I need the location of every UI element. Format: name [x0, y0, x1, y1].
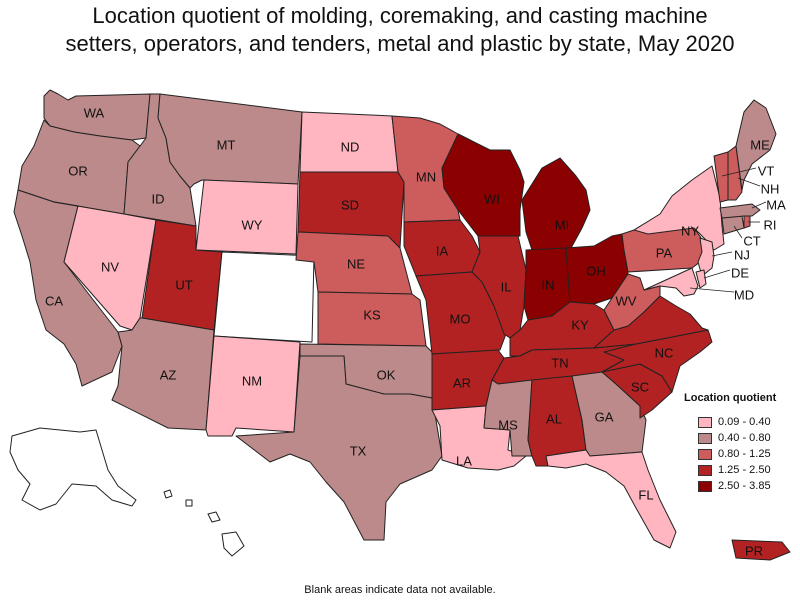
- leader-line-nj: [711, 251, 733, 257]
- state-label-de: DE: [731, 265, 749, 280]
- state-label-in: IN: [542, 277, 555, 292]
- state-mi[interactable]: [521, 157, 591, 251]
- state-label-ut: UT: [175, 277, 192, 292]
- state-label-az: AZ: [160, 367, 177, 382]
- legend-item: 0.40 - 0.80: [684, 430, 794, 446]
- state-il[interactable]: [471, 235, 527, 339]
- state-label-mo: MO: [450, 311, 471, 326]
- legend: Location quotient 0.09 - 0.40 0.40 - 0.80…: [684, 392, 794, 494]
- leader-line-md: [689, 287, 735, 293]
- state-label-md: MD: [734, 287, 754, 302]
- state-label-ar: AR: [453, 375, 471, 390]
- state-de[interactable]: [695, 269, 707, 289]
- state-label-ny: NY: [681, 223, 699, 238]
- state-nj[interactable]: [697, 237, 715, 277]
- legend-item: 0.09 - 0.40: [684, 414, 794, 430]
- state-label-ky: KY: [571, 317, 589, 332]
- map-title: Location quotient of molding, coremaking…: [0, 2, 800, 58]
- state-label-ri: RI: [764, 217, 777, 232]
- leader-line-de: [703, 269, 731, 279]
- state-label-nc: NC: [655, 345, 674, 360]
- state-label-fl: FL: [638, 487, 653, 502]
- state-ny[interactable]: [633, 165, 725, 251]
- state-label-wi: WI: [484, 191, 500, 206]
- map-title-line-1: Location quotient of molding, coremaking…: [92, 3, 708, 28]
- state-label-wa: WA: [84, 105, 105, 120]
- state-fl[interactable]: [545, 449, 677, 549]
- state-label-ca: CA: [45, 293, 63, 308]
- legend-item: 1.25 - 2.50: [684, 462, 794, 478]
- state-label-ct: CT: [743, 233, 760, 248]
- state-label-vt: VT: [758, 163, 775, 178]
- state-label-oh: OH: [586, 263, 606, 278]
- state-label-ga: GA: [595, 409, 614, 424]
- legend-swatch: [698, 416, 712, 428]
- state-label-pr: PR: [745, 543, 763, 558]
- state-label-il: IL: [501, 279, 512, 294]
- legend-swatch: [698, 464, 712, 476]
- state-label-wy: WY: [242, 217, 263, 232]
- state-label-sd: SD: [341, 197, 359, 212]
- state-label-nj: NJ: [734, 247, 750, 262]
- state-hi[interactable]: [163, 489, 245, 557]
- legend-title: Location quotient: [684, 392, 777, 404]
- leader-line-ct: [733, 225, 743, 239]
- legend-swatch: [698, 432, 712, 444]
- state-mt[interactable]: [157, 93, 303, 189]
- state-label-me: ME: [750, 137, 770, 152]
- state-label-ok: OK: [377, 367, 396, 382]
- state-label-nv: NV: [101, 259, 119, 274]
- state-label-mt: MT: [217, 137, 236, 152]
- footnote: Blank areas indicate data not available.: [304, 584, 496, 596]
- state-label-tn: TN: [551, 355, 568, 370]
- legend-label: 0.40 - 0.80: [718, 432, 771, 444]
- state-ct[interactable]: [721, 215, 745, 235]
- legend-item: 2.50 - 3.85: [684, 478, 794, 494]
- state-label-nm: NM: [242, 373, 262, 388]
- legend-swatch: [698, 480, 712, 492]
- state-label-ks: KS: [363, 307, 381, 322]
- state-label-nh: NH: [761, 181, 780, 196]
- state-ak[interactable]: [9, 427, 137, 511]
- state-me[interactable]: [735, 99, 777, 191]
- map-title-line-2: setters, operators, and tenders, metal a…: [65, 31, 735, 56]
- legend-label: 1.25 - 2.50: [718, 464, 771, 476]
- legend-swatch: [698, 448, 712, 460]
- state-label-al: AL: [546, 411, 562, 426]
- state-label-pa: PA: [656, 245, 673, 260]
- state-label-or: OR: [68, 163, 88, 178]
- state-label-tx: TX: [350, 443, 367, 458]
- state-wv[interactable]: [603, 273, 661, 331]
- state-label-wv: WV: [616, 293, 637, 308]
- state-label-mn: MN: [416, 169, 436, 184]
- state-label-ia: IA: [436, 243, 449, 258]
- state-label-id: ID: [152, 191, 165, 206]
- state-nm[interactable]: [205, 335, 301, 437]
- state-label-ms: MS: [498, 417, 518, 432]
- state-co[interactable]: [213, 251, 315, 343]
- state-label-ma: MA: [766, 197, 786, 212]
- state-label-sc: SC: [631, 379, 649, 394]
- legend-label: 0.80 - 1.25: [718, 448, 771, 460]
- leader-line-nh: [737, 177, 761, 187]
- state-label-ne: NE: [347, 256, 365, 271]
- state-ks[interactable]: [317, 291, 427, 347]
- state-pr[interactable]: [731, 539, 791, 561]
- state-label-la: LA: [456, 453, 472, 468]
- leader-line-ma: [751, 201, 767, 209]
- legend-label: 2.50 - 3.85: [718, 480, 771, 492]
- state-label-nd: ND: [341, 139, 360, 154]
- state-ma[interactable]: [719, 203, 761, 219]
- legend-label: 0.09 - 0.40: [718, 416, 771, 428]
- state-wi[interactable]: [441, 133, 525, 237]
- state-md[interactable]: [643, 267, 699, 297]
- state-label-mi: MI: [555, 217, 569, 232]
- state-tx[interactable]: [235, 355, 443, 541]
- legend-item: 0.80 - 1.25: [684, 446, 794, 462]
- leader-line-vt: [721, 167, 757, 177]
